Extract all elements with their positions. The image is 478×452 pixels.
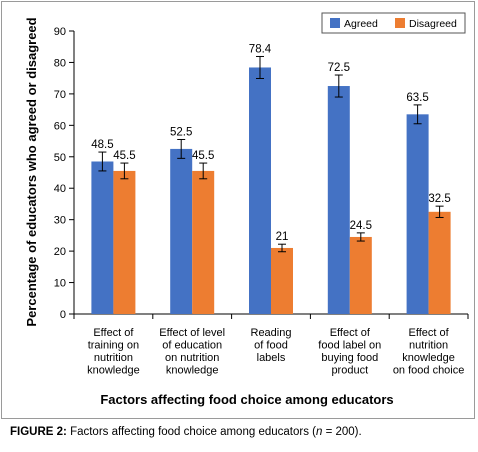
data-label: 32.5 — [428, 193, 450, 205]
figure-caption: FIGURE 2: Factors affecting food choice … — [10, 426, 362, 438]
bar-disagreed — [349, 236, 372, 314]
y-tick-label: 20 — [54, 246, 66, 258]
x-tick-label: knowledge — [166, 365, 219, 377]
caption-label: FIGURE 2: — [10, 426, 67, 438]
x-tick-label: training on — [88, 340, 139, 352]
caption-n-value: = 200). — [322, 426, 362, 438]
x-tick-label: knowledge — [402, 352, 455, 364]
x-tick-label: of education — [162, 340, 222, 352]
figure-frame: Percentage of educators who agreed or di… — [1, 1, 475, 419]
bar-agreed — [91, 161, 114, 314]
data-label: 21 — [276, 231, 289, 243]
bar-disagreed — [428, 211, 451, 314]
data-label: 45.5 — [192, 150, 214, 162]
y-tick-label: 50 — [54, 152, 66, 164]
bar-disagreed — [192, 170, 215, 314]
data-label: 48.5 — [91, 139, 113, 151]
x-tick-label: of food — [254, 340, 288, 352]
y-axis-label: Percentage of educators who agreed or di… — [24, 17, 39, 326]
data-label: 52.5 — [170, 126, 192, 138]
bar-chart: Percentage of educators who agreed or di… — [24, 12, 469, 407]
x-tick-label: Effect of — [330, 327, 371, 339]
x-tick-label: food label on — [318, 340, 381, 352]
caption-n-symbol: n — [315, 426, 323, 438]
data-label: 45.5 — [113, 150, 135, 162]
bar-disagreed — [113, 170, 136, 314]
x-tick-label: Reading — [251, 327, 292, 339]
bar-agreed — [170, 148, 193, 314]
data-label: 63.5 — [406, 92, 428, 104]
x-tick-label: on food choice — [393, 365, 465, 377]
bar-agreed — [327, 86, 350, 315]
bar-agreed — [249, 67, 271, 314]
legend-label-disagreed: Disagreed — [409, 18, 457, 30]
x-tick-label: labels — [257, 352, 286, 364]
y-tick-label: 80 — [54, 57, 66, 69]
bar-disagreed — [271, 247, 293, 314]
legend-swatch-agreed — [330, 18, 340, 28]
y-tick-label: 90 — [54, 26, 66, 38]
x-tick-label: buying food — [321, 352, 378, 364]
x-tick-label: Effect of — [409, 327, 450, 339]
x-tick-label: product — [331, 365, 368, 377]
legend-label-agreed: Agreed — [344, 18, 378, 30]
x-tick-label: Effect of — [93, 327, 134, 339]
y-tick-label: 40 — [54, 183, 66, 195]
y-tick-label: 0 — [60, 309, 66, 321]
legend-swatch-disagreed — [395, 18, 405, 28]
y-tick-label: 70 — [54, 89, 66, 101]
data-label: 78.4 — [249, 43, 272, 55]
data-label: 72.5 — [328, 62, 350, 74]
data-label: 24.5 — [350, 220, 372, 232]
x-tick-label: Effect of level — [159, 327, 225, 339]
caption-text: Factors affecting food choice among educ… — [66, 426, 316, 438]
y-tick-label: 60 — [54, 120, 66, 132]
y-tick-label: 10 — [54, 278, 66, 290]
x-tick-label: nutrition — [94, 352, 133, 364]
x-tick-label: on nutrition — [165, 352, 219, 364]
x-axis-label: Factors affecting food choice among educ… — [100, 392, 393, 407]
legend-box — [321, 12, 466, 34]
x-tick-label: nutrition — [409, 340, 448, 352]
x-tick-label: knowledge — [87, 365, 140, 377]
y-tick-label: 30 — [54, 215, 66, 227]
bar-agreed — [406, 114, 429, 314]
legend — [321, 12, 466, 34]
